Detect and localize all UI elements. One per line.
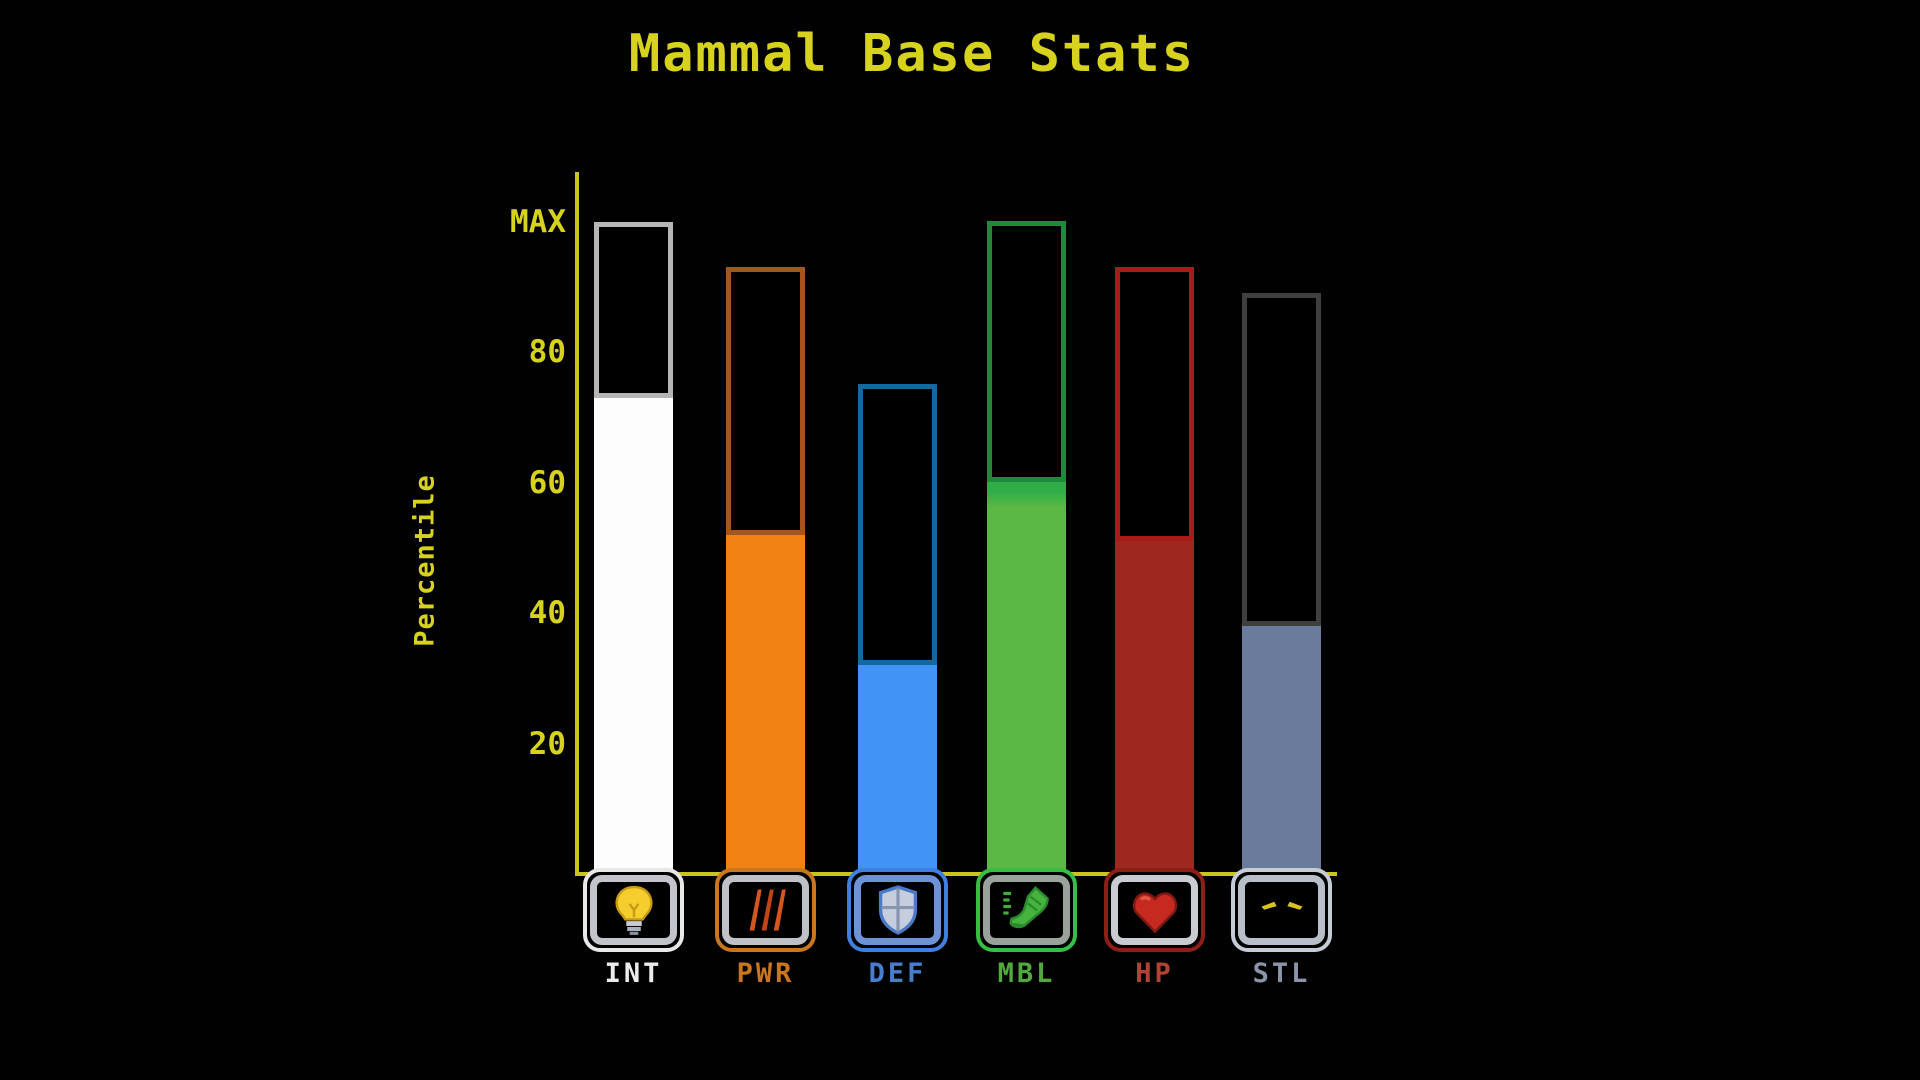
def-badge-frame <box>854 875 941 945</box>
x-axis-line <box>575 872 1337 876</box>
stl-badge-frame <box>1238 875 1325 945</box>
bar-fill <box>858 665 937 874</box>
bar-fill <box>1242 626 1321 874</box>
bar-fill <box>594 398 673 874</box>
def-badge <box>847 868 948 952</box>
stat-label-hp: HP <box>1135 958 1174 989</box>
stat-label-def: DEF <box>868 958 927 989</box>
running-shoe-icon <box>1002 886 1049 929</box>
bar-column-def <box>858 170 937 874</box>
bar-column-int <box>594 170 673 874</box>
y-axis-line <box>575 172 579 876</box>
heart-icon <box>1132 892 1177 934</box>
pwr-badge <box>715 868 816 952</box>
bar-max-outline <box>1115 267 1194 541</box>
y-tick-80: 80 <box>528 334 566 370</box>
hp-badge-frame <box>1111 875 1198 945</box>
bar-max-outline <box>858 384 937 665</box>
stat-label-int: INT <box>604 958 663 989</box>
bar-column-hp <box>1115 170 1194 874</box>
int-badge <box>583 868 684 952</box>
plot-area <box>577 170 1339 874</box>
y-tick-20: 20 <box>528 725 566 762</box>
mbl-badge <box>976 868 1077 952</box>
hp-badge <box>1104 868 1205 952</box>
cat-eyes-icon <box>1260 901 1303 910</box>
y-tick-max: MAX <box>510 203 566 240</box>
pwr-badge-frame <box>722 875 809 945</box>
bar-column-mbl <box>987 170 1066 874</box>
y-tick-40: 40 <box>528 595 566 631</box>
claw-slashes-icon <box>749 889 786 931</box>
chart-title: Mammal Base Stats <box>628 24 1196 84</box>
bar-column-stl <box>1242 170 1321 874</box>
stat-label-mbl: MBL <box>997 958 1056 989</box>
bar-max-outline <box>987 221 1066 482</box>
stat-label-pwr: PWR <box>736 958 795 989</box>
bar-column-pwr <box>726 170 805 874</box>
mbl-badge-frame <box>983 875 1070 945</box>
int-badge-frame <box>590 875 677 945</box>
stl-badge <box>1231 868 1332 952</box>
bar-max-outline <box>726 267 805 535</box>
shield-icon <box>878 885 917 935</box>
bar-fill <box>1115 541 1194 874</box>
bar-max-outline <box>1242 293 1321 626</box>
bar-max-outline <box>594 222 673 398</box>
y-tick-60: 60 <box>528 464 566 501</box>
bar-fill <box>987 482 1066 874</box>
stat-label-stl: STL <box>1252 958 1311 989</box>
bar-fill <box>726 535 805 874</box>
lightbulb-icon <box>614 885 653 935</box>
